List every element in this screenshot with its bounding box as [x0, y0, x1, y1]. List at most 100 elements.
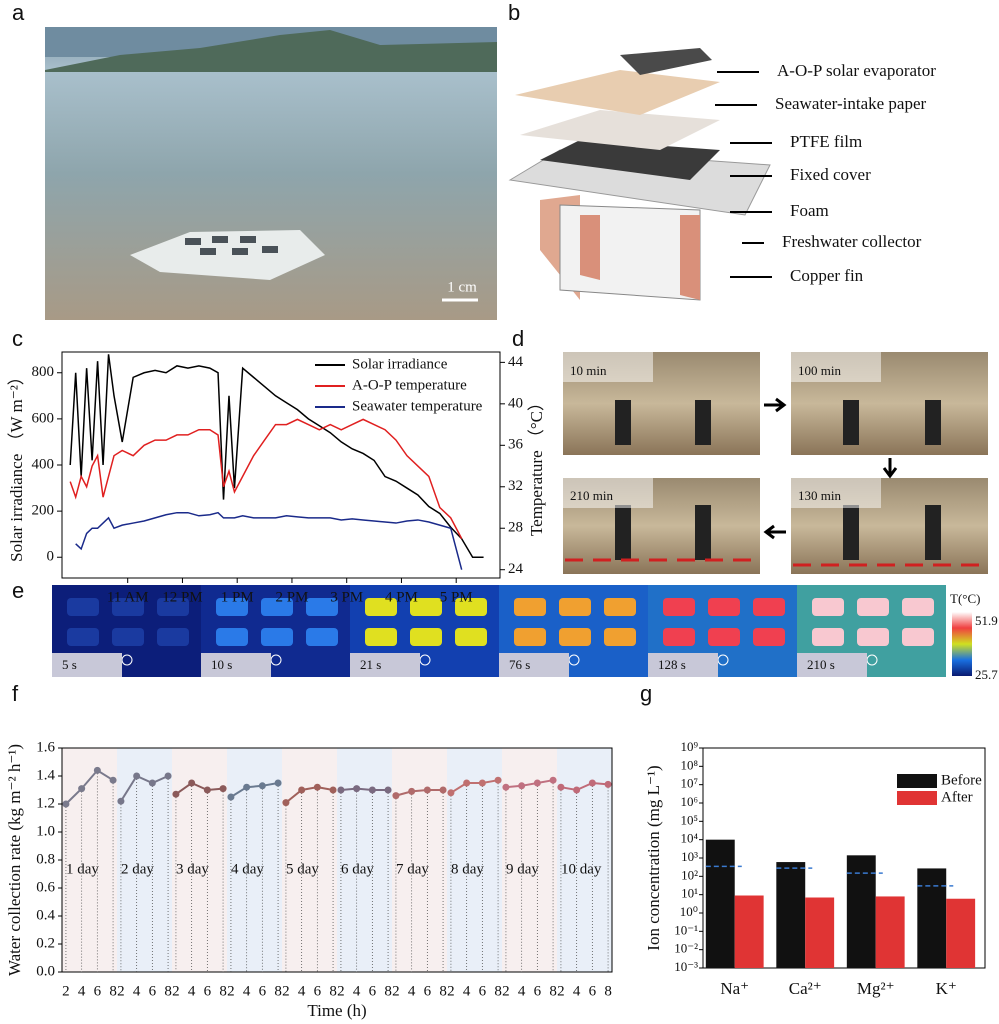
bar: [734, 895, 764, 968]
data-point: [502, 783, 510, 791]
data-line: [560, 781, 609, 792]
x-tick-label: 8: [164, 983, 172, 999]
label-box: [797, 653, 867, 677]
thermal-spot: [753, 598, 785, 616]
thermal-spot: [902, 598, 934, 616]
thermal-spot: [157, 628, 189, 646]
thermal-spot: [410, 628, 442, 646]
legend-label: Seawater temperature: [352, 398, 483, 414]
data-point: [62, 800, 70, 808]
y-tick-label: 400: [32, 456, 55, 472]
thermal-spot: [604, 598, 636, 616]
day-band: [172, 748, 227, 972]
data-point: [133, 772, 141, 780]
x-tick-label: 8: [549, 983, 557, 999]
x-tick-label: 6: [589, 983, 597, 999]
x-tick-label: 1 PM: [221, 589, 254, 605]
diagram-label: A-O-P solar evaporator: [777, 61, 936, 80]
x-tick-label: 4: [408, 983, 416, 999]
x-tick-label: 8: [604, 983, 612, 999]
x-tick-label: 6: [149, 983, 157, 999]
data-point: [384, 786, 392, 794]
thermal-spot: [559, 628, 591, 646]
legend-swatch: [897, 774, 937, 788]
x-tick-label: Ca²⁺: [789, 979, 822, 998]
x-tick-label: 2: [557, 983, 565, 999]
thermal-spot: [67, 598, 99, 616]
x-tick-label: 4: [133, 983, 141, 999]
data-point: [549, 776, 557, 784]
y-tick-label: 600: [32, 410, 55, 426]
thermal-spot: [365, 628, 397, 646]
thermal-spot: [157, 598, 189, 616]
y-tick-label: 1.2: [36, 795, 55, 811]
data-point: [533, 779, 541, 787]
y-tick-label: 10⁻³: [674, 959, 698, 974]
y-tick-label: 0.2: [36, 935, 55, 951]
thermal-spot: [708, 598, 740, 616]
photos-d: [563, 352, 988, 574]
legend-label: Before: [941, 772, 982, 788]
data-point: [392, 792, 400, 800]
y-tick-label: 10¹: [681, 886, 698, 901]
x-tick-label: 12 PM: [162, 589, 202, 605]
y-tick-label: 800: [32, 364, 55, 380]
day-band: [392, 748, 447, 972]
x-tick-label: 2: [337, 983, 345, 999]
legend-label: After: [941, 789, 973, 805]
data-point: [337, 786, 345, 794]
panel-label: b: [508, 0, 520, 25]
panel-label: c: [12, 326, 23, 351]
thermal-time-label: 10 s: [211, 657, 232, 672]
y-tick-label: 0.8: [36, 851, 55, 867]
day-band: [227, 748, 282, 972]
panel-label: e: [12, 578, 24, 603]
data-point: [258, 782, 266, 790]
data-point: [188, 779, 196, 787]
photo-time-label: 10 min: [570, 363, 607, 378]
panel-label: f: [12, 681, 19, 706]
bar: [917, 868, 947, 968]
data-point: [148, 779, 156, 787]
data-line: [65, 769, 114, 805]
y-tick-label: 10⁸: [680, 757, 698, 772]
day-label: 10 day: [561, 861, 602, 877]
y2-tick-label: 28: [508, 520, 523, 536]
x-tick-label: 4: [573, 983, 581, 999]
diagram-label: Foam: [790, 201, 829, 220]
data-point: [219, 785, 227, 793]
label-box: [52, 653, 122, 677]
day-label: 4 day: [231, 861, 264, 877]
y-tick-label: 0: [47, 549, 55, 565]
diagram-b: [508, 48, 771, 301]
data-line: [285, 786, 334, 804]
thermal-time-label: 76 s: [509, 657, 530, 672]
x-tick-label: 6: [424, 983, 432, 999]
thermal-spot: [559, 598, 591, 616]
x-tick-label: 6: [314, 983, 322, 999]
x-tick-label: 3 PM: [330, 589, 363, 605]
y-axis-title: Water collection rate (kg m⁻² h⁻¹): [5, 744, 24, 976]
x-tick-label: 4: [353, 983, 361, 999]
panel-label: d: [512, 326, 524, 351]
data-point: [164, 772, 172, 780]
y-tick-label: 10⁰: [680, 904, 698, 919]
photo-time-label: 130 min: [798, 488, 841, 503]
y-tick-label: 10⁶: [680, 794, 698, 809]
day-band: [62, 748, 117, 972]
thermal-spot: [857, 628, 889, 646]
diagram-label: Seawater-intake paper: [775, 94, 926, 113]
thermal-spot: [857, 598, 889, 616]
data-point: [313, 783, 321, 791]
x-tick-label: 8: [329, 983, 337, 999]
day-band: [447, 748, 502, 972]
y-axis-title: Temperature （°C）: [527, 394, 546, 536]
day-label: 1 day: [66, 861, 99, 877]
x-tick-label: 6: [479, 983, 487, 999]
day-label: 6 day: [341, 861, 374, 877]
x-tick-label: 6: [534, 983, 542, 999]
y-axis-title: Ion concentration (mg L⁻¹): [644, 765, 663, 950]
y-tick-label: 1.0: [36, 823, 55, 839]
data-point: [329, 786, 337, 794]
